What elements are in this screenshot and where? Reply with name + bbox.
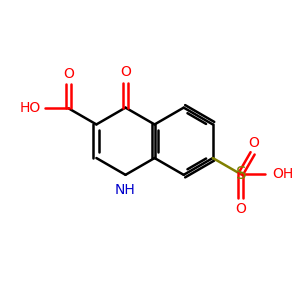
Text: OH: OH	[272, 167, 293, 181]
Text: O: O	[120, 65, 131, 79]
Text: NH: NH	[115, 183, 136, 197]
Text: O: O	[235, 202, 246, 216]
Text: S: S	[236, 165, 246, 183]
Text: HO: HO	[20, 101, 41, 116]
Text: O: O	[63, 67, 74, 81]
Text: O: O	[249, 136, 260, 150]
